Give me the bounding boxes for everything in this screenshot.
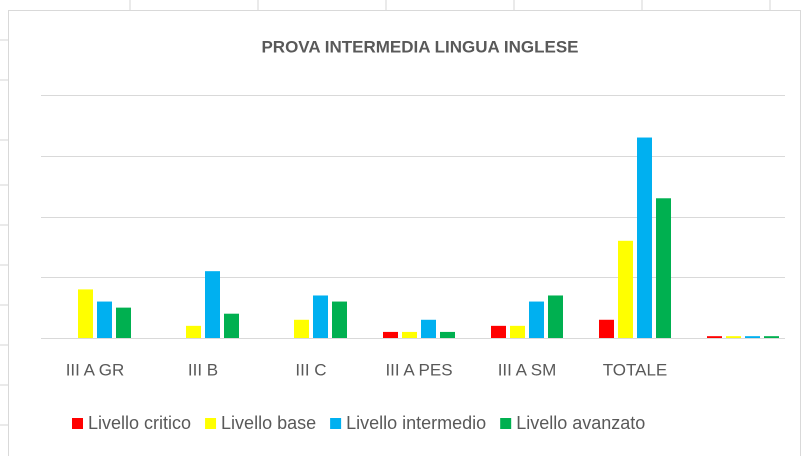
bar <box>726 336 741 338</box>
bar <box>383 331 398 338</box>
bar <box>599 319 614 338</box>
bar <box>618 240 633 338</box>
legend-swatch <box>205 418 217 429</box>
x-tick-label: III A SM <box>498 360 557 379</box>
bar <box>224 313 239 338</box>
bar <box>205 271 220 338</box>
legend-label: Livello intermedio <box>346 413 486 433</box>
bar <box>116 307 131 338</box>
bar <box>656 198 671 338</box>
bar <box>313 295 328 338</box>
bar <box>764 336 779 338</box>
legend-swatch <box>72 418 83 429</box>
bar <box>707 336 722 338</box>
bar <box>440 331 455 338</box>
legend-label: Livello critico <box>88 413 191 433</box>
legend-label: Livello avanzato <box>516 413 645 433</box>
chart-area <box>8 10 801 457</box>
x-tick-label: III A GR <box>66 360 125 379</box>
bar <box>294 319 309 338</box>
legend-label: Livello base <box>221 413 316 433</box>
x-tick-label: TOTALE <box>603 360 668 379</box>
legend-swatch <box>330 418 342 429</box>
chart-title: PROVA INTERMEDIA LINGUA INGLESE <box>261 37 578 56</box>
spreadsheet-cells <box>0 0 771 426</box>
bar <box>491 325 506 338</box>
bar <box>529 301 544 338</box>
bar <box>548 295 563 338</box>
bar <box>402 331 417 338</box>
bar <box>510 325 525 338</box>
bar <box>637 137 652 338</box>
bar <box>78 289 93 338</box>
bar <box>332 301 347 338</box>
bar <box>745 336 760 338</box>
bar <box>186 325 201 338</box>
legend-swatch <box>500 418 512 429</box>
x-tick-label: III A PES <box>385 360 452 379</box>
bar <box>421 319 436 338</box>
x-tick-label: III B <box>188 360 218 379</box>
x-tick-label: III C <box>295 360 326 379</box>
bar <box>97 301 112 338</box>
